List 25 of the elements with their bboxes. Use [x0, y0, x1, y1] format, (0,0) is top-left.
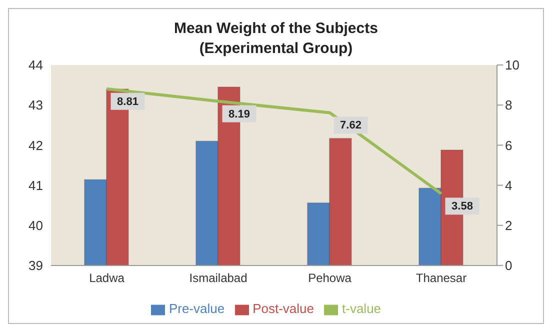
y2-tick-label: 8	[505, 98, 512, 113]
y-tick-label: 43	[28, 98, 43, 113]
x-tick-label: Pehowa	[308, 270, 352, 285]
y-tick-label: 39	[28, 258, 43, 274]
x-tick-label: Ismailabad	[189, 270, 248, 285]
line-series	[105, 87, 443, 196]
y-tick-label: 41	[28, 178, 43, 193]
y2-tick-label: 6	[505, 138, 512, 153]
y-tick-label: 40	[28, 218, 43, 233]
y2-tick-label: 2	[505, 218, 512, 233]
legend-label: t-value	[342, 301, 382, 316]
y2-tick-label: 4	[505, 178, 512, 193]
data-label: 8.19	[228, 108, 250, 120]
chart-title: Mean Weight of the Subjects (Experimental Group)	[173, 19, 379, 59]
data-label: 3.58	[452, 200, 473, 213]
x-tick-label: Ladwa	[89, 270, 125, 285]
y2-tick-label: 10	[505, 58, 520, 73]
y-tick-label: 42	[28, 138, 43, 153]
y-tick-label: 44	[28, 58, 43, 73]
x-tick-label: Thanesar	[416, 270, 467, 285]
legend-label: Pre-value	[168, 301, 225, 316]
data-label: 8.81	[117, 96, 138, 108]
y2-tick-label: 0	[505, 258, 512, 274]
legend-label: Post-value	[252, 301, 314, 316]
data-label: 7.62	[340, 120, 362, 132]
